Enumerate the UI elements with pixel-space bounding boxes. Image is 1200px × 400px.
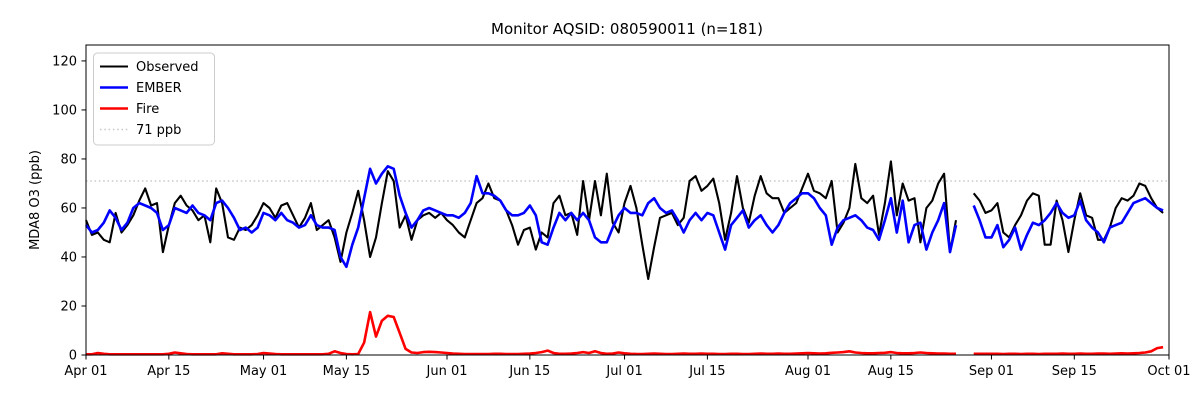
legend: Observed EMBER Fire 71 ppb xyxy=(93,52,215,146)
x-tick-label: Apr 01 xyxy=(64,364,107,379)
x-tick-label: Jul 01 xyxy=(605,364,642,379)
x-tick-label: Sep 15 xyxy=(1052,364,1097,379)
y-tick-label: 80 xyxy=(60,152,77,167)
x-tick-label: Jul 15 xyxy=(688,364,725,379)
series-line-fire xyxy=(86,310,1164,356)
chart-title: Monitor AQSID: 080590011 (n=181) xyxy=(491,20,763,38)
y-tick-label: 60 xyxy=(60,201,77,216)
x-tick-label: Jun 01 xyxy=(426,364,468,379)
series-lines-layer xyxy=(84,160,1164,356)
y-tick-label: 20 xyxy=(60,299,77,314)
x-tick-label: Jun 15 xyxy=(508,364,550,379)
axes-layer xyxy=(85,44,1170,356)
y-tick-label: 100 xyxy=(52,103,77,118)
tick-marks-and-labels-layer: Apr 01 Apr 15 May 01 May 15 Jun 01 Jun 15 Jul … xyxy=(52,54,1190,379)
y-tick-label: 120 xyxy=(52,54,77,69)
y-axis-label: MDA8 O3 (ppb) xyxy=(28,150,43,250)
x-tick-label: May 15 xyxy=(323,364,371,379)
legend-label-threshold: 71 ppb xyxy=(136,123,181,138)
legend-label-ember: EMBER xyxy=(136,81,182,96)
y-tick-label: 0 xyxy=(69,349,77,364)
x-tick-label: May 01 xyxy=(240,364,288,379)
x-tick-label: Oct 01 xyxy=(1147,364,1190,379)
series-line-observed xyxy=(85,160,1164,281)
legend-label-observed: Observed xyxy=(136,60,199,75)
plot-border xyxy=(85,44,1170,356)
x-tick-label: Aug 01 xyxy=(785,364,831,379)
series-line-ember xyxy=(84,165,1164,269)
x-tick-label: Aug 15 xyxy=(868,364,914,379)
y-tick-label: 40 xyxy=(60,250,77,265)
legend-box xyxy=(93,52,215,146)
legend-label-fire: Fire xyxy=(136,102,159,117)
x-tick-label: Sep 01 xyxy=(969,364,1014,379)
x-tick-label: Apr 15 xyxy=(147,364,190,379)
